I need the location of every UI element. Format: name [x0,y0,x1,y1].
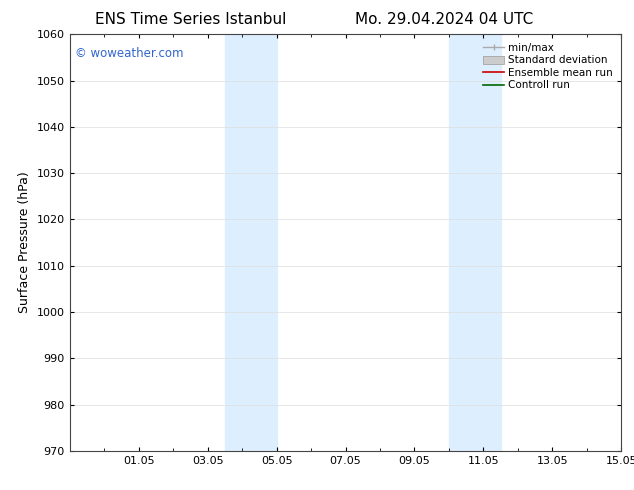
Bar [449,34,501,451]
Text: © woweather.com: © woweather.com [75,47,184,60]
Y-axis label: Surface Pressure (hPa): Surface Pressure (hPa) [18,172,31,314]
Text: ENS Time Series Istanbul: ENS Time Series Istanbul [94,12,286,27]
Text: Mo. 29.04.2024 04 UTC: Mo. 29.04.2024 04 UTC [354,12,533,27]
Bar [225,34,276,451]
Legend: min/max, Standard deviation, Ensemble mean run, Controll run: min/max, Standard deviation, Ensemble me… [480,40,616,94]
